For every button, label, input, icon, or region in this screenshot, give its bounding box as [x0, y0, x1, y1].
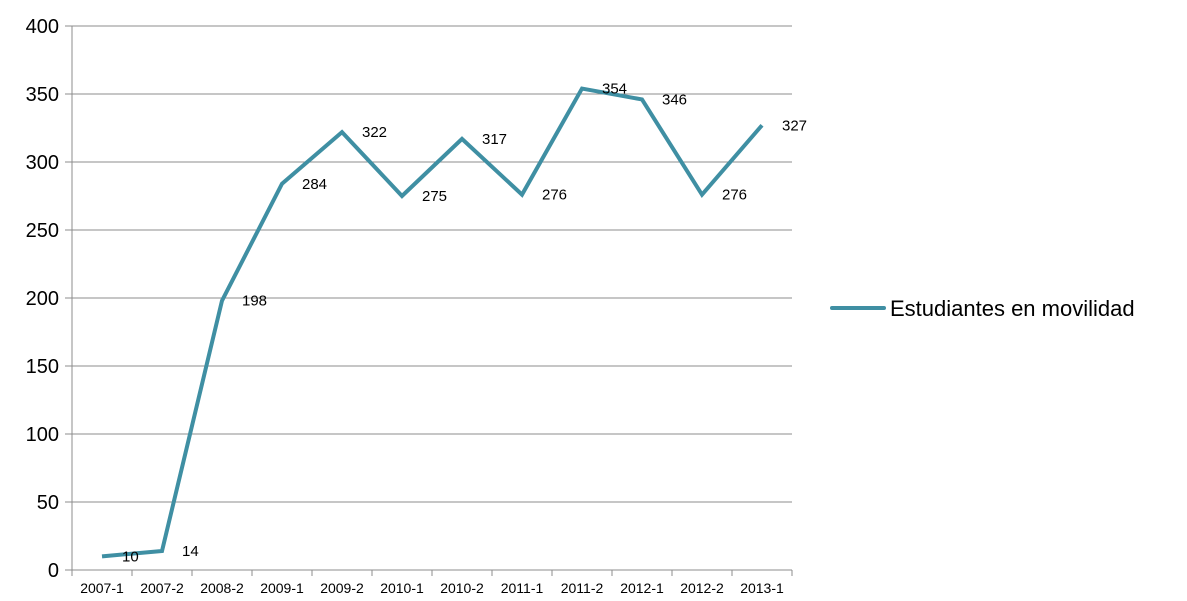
x-tick-label: 2012-1 [620, 580, 664, 596]
data-labels: 10 14 198 284 322 275 317 276 354 346 276 327 [122, 81, 807, 566]
x-tick-label: 2013-1 [740, 580, 784, 596]
x-tick-label: 2007-2 [140, 580, 184, 596]
data-label: 354 [602, 81, 627, 98]
x-tick-label: 2011-1 [501, 580, 544, 596]
data-label: 14 [182, 543, 199, 560]
data-label: 275 [422, 188, 447, 205]
y-tick-label: 200 [26, 288, 59, 310]
y-tick-label: 150 [26, 356, 59, 378]
data-label: 276 [722, 187, 747, 204]
x-tick-label: 2009-2 [320, 580, 364, 596]
data-label: 327 [782, 117, 807, 134]
y-tick-label: 50 [37, 492, 59, 514]
data-label: 284 [302, 176, 327, 193]
x-tick-label: 2008-2 [200, 580, 244, 596]
x-tick-label: 2007-1 [80, 580, 124, 596]
y-tick-label: 0 [48, 560, 59, 582]
y-tick-label: 250 [26, 220, 59, 242]
x-tick-label: 2009-1 [260, 580, 304, 596]
y-tick-label: 350 [26, 84, 59, 106]
data-label: 322 [362, 124, 387, 141]
series-lines [101, 86, 764, 559]
y-tick-label: 400 [26, 16, 59, 38]
x-tick-label: 2010-2 [440, 580, 484, 596]
data-label: 317 [482, 131, 507, 148]
data-label: 10 [122, 548, 139, 565]
series-line [101, 86, 764, 559]
y-tick-labels: 0 50 100 150 200 250 300 350 400 [26, 16, 59, 582]
y-tick-label: 300 [26, 152, 59, 174]
y-tick-label: 100 [26, 424, 59, 446]
data-label: 346 [662, 91, 687, 108]
x-tick-label: 2012-2 [680, 580, 724, 596]
legend: Estudiantes en movilidad [830, 296, 1135, 321]
x-tick-label: 2010-1 [380, 580, 424, 596]
axes [65, 25, 793, 576]
legend-label: Estudiantes en movilidad [890, 296, 1135, 321]
x-tick-labels: 2007-1 2007-2 2008-2 2009-1 2009-2 2010-1 2010… [80, 580, 784, 596]
data-label: 276 [542, 187, 567, 204]
x-tick-label: 2011-2 [561, 580, 604, 596]
data-label: 198 [242, 293, 267, 310]
